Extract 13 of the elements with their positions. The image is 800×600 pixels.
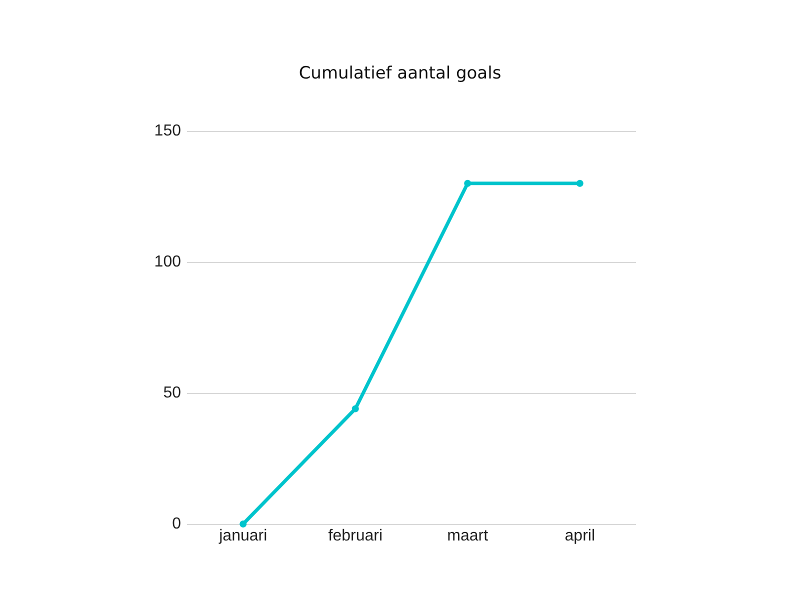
point [240, 520, 247, 528]
point [576, 180, 584, 187]
x-tick-label: februari [328, 528, 382, 544]
x-tick-label: april [564, 528, 595, 544]
y-tick-label: 0 [172, 516, 182, 532]
y-tick-label: 100 [154, 254, 182, 270]
x-tick-label: maart [447, 528, 489, 544]
point [352, 405, 359, 412]
point [464, 180, 472, 187]
y-tick-label: 150 [154, 122, 182, 140]
x-tick-label: januari [218, 528, 268, 544]
y-tick-label: 50 [163, 384, 182, 402]
chart-title: Cumulatief aantal goals [298, 64, 502, 84]
